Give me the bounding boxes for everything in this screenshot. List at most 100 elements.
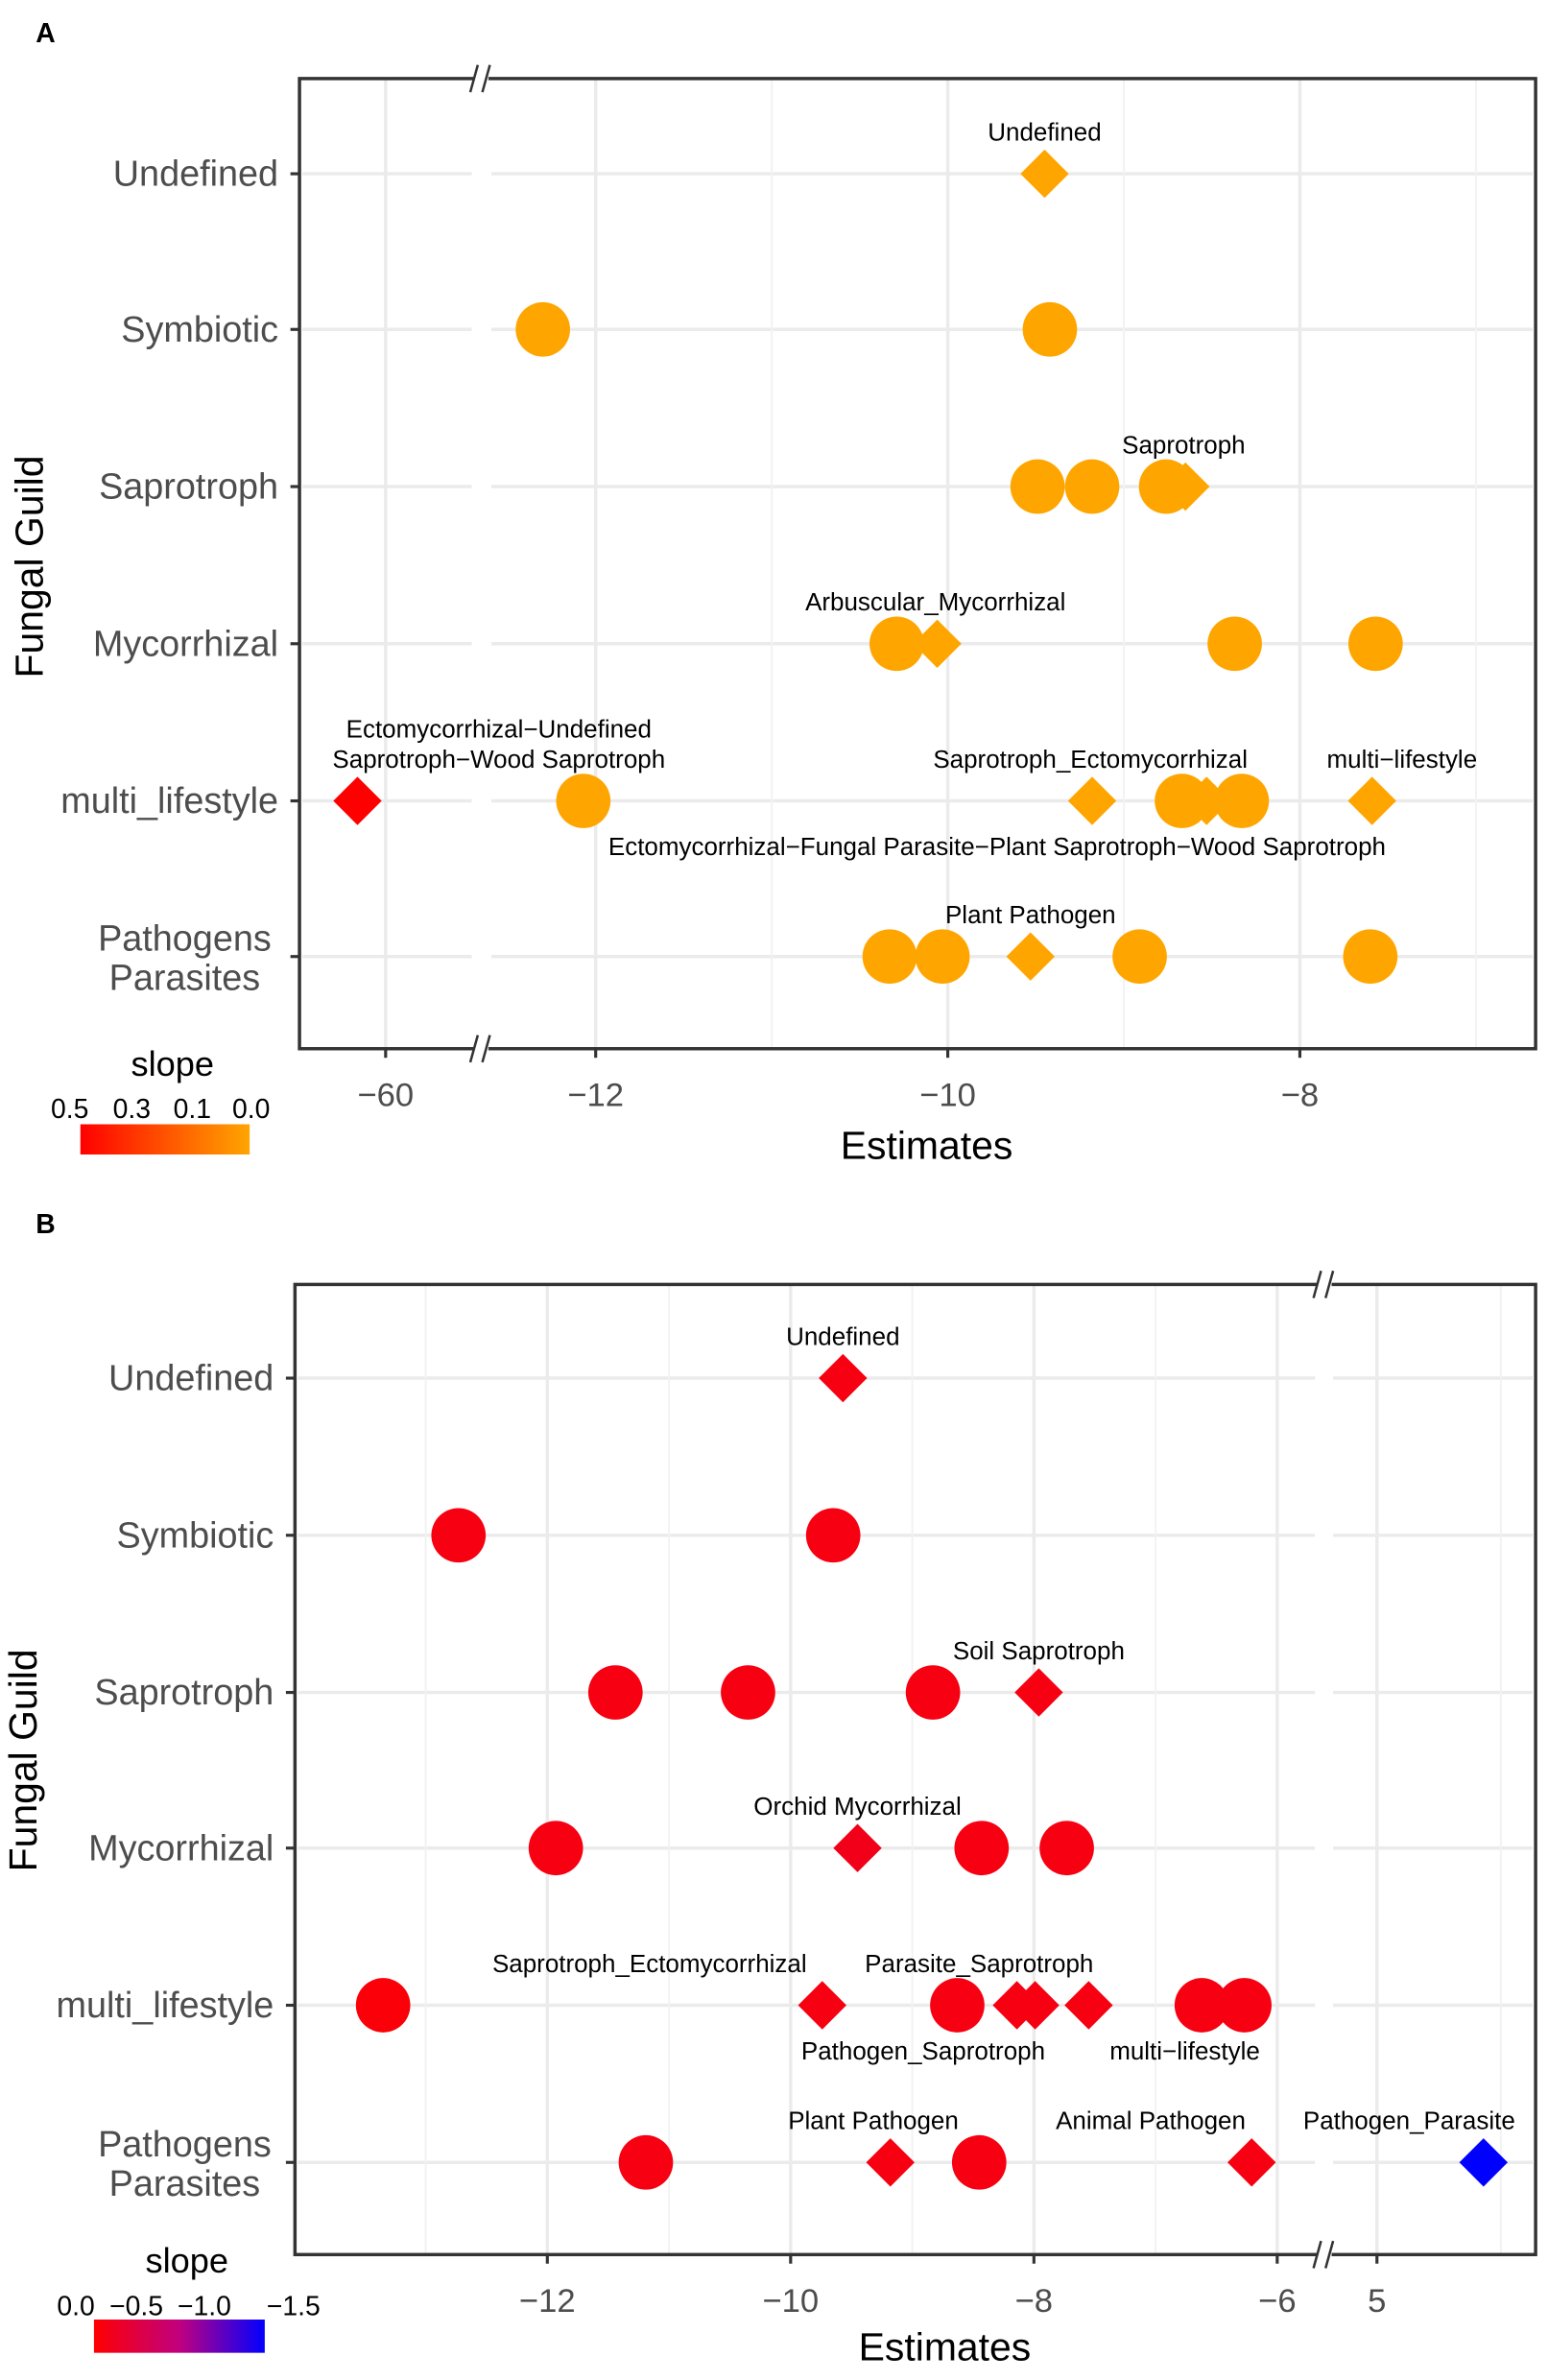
data-point-diamond	[1006, 932, 1055, 981]
data-point-circle	[1010, 459, 1065, 514]
data-point-circle	[431, 1508, 487, 1563]
data-point-circle	[1112, 929, 1167, 985]
y-tick-label: Undefined	[108, 1359, 274, 1399]
legend-label: 0.3	[113, 1094, 151, 1125]
axis-break-icon	[468, 1035, 491, 1063]
data-point-diamond	[866, 2138, 915, 2187]
legend-title: slope	[145, 2241, 228, 2280]
data-point-circle	[954, 1821, 1010, 1876]
data-point-circle	[862, 929, 917, 985]
data-point-circle	[721, 1665, 775, 1720]
data-point-circle	[905, 1665, 961, 1720]
point-annotation: Pathogen_Parasite	[1303, 2106, 1515, 2135]
axis-break-gap	[473, 74, 488, 83]
y-tick-label: Parasites	[109, 2164, 260, 2204]
point-annotation: multi−lifestyle	[1327, 745, 1478, 774]
data-point-diamond	[1064, 1981, 1113, 2030]
point-annotation: Saprotroph	[1122, 430, 1245, 459]
data-point-circle	[1207, 616, 1262, 672]
panel-b: B −12 −10 −8 −6 5 Undefined Symbiotic Saprotroph…	[1, 1209, 1537, 2369]
y-tick-label: Pathogens	[98, 918, 272, 959]
data-point-circle	[355, 1978, 411, 2033]
legend-colorbar	[93, 2320, 265, 2353]
axis-break-icon	[468, 64, 491, 93]
y-tick-label: multi_lifestyle	[60, 781, 278, 821]
x-tick-label: −12	[519, 2283, 576, 2320]
plot-border	[293, 1282, 1537, 2257]
data-point-diamond	[333, 776, 382, 825]
point-annotation: Saprotroph_Ectomycorrhizal	[933, 745, 1248, 774]
x-tick-label: −10	[762, 2283, 819, 2320]
panel-label: A	[36, 18, 55, 49]
data-point-circle	[1022, 301, 1078, 357]
y-tick-label: Saprotroph	[94, 1673, 274, 1713]
data-point-circle	[1217, 1978, 1272, 2033]
point-annotation: Saprotroph_Ectomycorrhizal	[492, 1949, 807, 1978]
data-point-diamond	[1067, 776, 1117, 825]
legend-label: −0.5	[109, 2291, 163, 2321]
data-point-circle	[515, 301, 571, 357]
data-point-circle	[930, 1978, 985, 2033]
data-point-circle	[951, 2134, 1007, 2190]
axis-break-icon	[1312, 2240, 1335, 2269]
data-point-circle	[587, 1665, 643, 1720]
point-annotation: Animal Pathogen	[1056, 2106, 1246, 2135]
data-point-diamond	[1227, 2138, 1276, 2187]
axis-break-gap	[1316, 2249, 1332, 2260]
axis-break-gap	[1316, 1279, 1332, 1290]
point-annotation: Plant Pathogen	[945, 900, 1116, 929]
x-axis-title: Estimates	[859, 2325, 1032, 2369]
data-point-diamond	[819, 1353, 868, 1403]
data-point-circle	[915, 929, 970, 985]
legend-label: −1.0	[178, 2291, 231, 2321]
point-annotation: Ectomycorrhizal−Fungal Parasite−Plant Sa…	[608, 832, 1386, 861]
data-point-diamond	[833, 1823, 882, 1872]
legend-label: 0.0	[232, 1094, 270, 1125]
data-point-circle	[1174, 1978, 1229, 2033]
legend-title: slope	[131, 1044, 215, 1083]
data-point-circle	[528, 1821, 583, 1876]
y-axis-title: Fungal Guild	[7, 455, 51, 678]
point-annotation: Saprotroph−Wood Saprotroph	[332, 745, 665, 774]
data-point-circle	[1155, 774, 1209, 828]
data-point-circle	[618, 2134, 674, 2190]
point-annotation: Undefined	[786, 1321, 899, 1350]
data-point-circle	[1214, 774, 1270, 828]
y-tick-label: Parasites	[109, 958, 260, 998]
x-tick-label: −8	[1015, 2283, 1053, 2320]
point-annotation: Undefined	[988, 117, 1101, 146]
data-point-circle	[1064, 459, 1120, 514]
data-point-circle	[556, 774, 611, 828]
axis-break-icon	[1312, 1270, 1335, 1298]
panel-label: B	[36, 1209, 55, 1240]
data-point-diamond	[1347, 776, 1396, 825]
legend-label: 0.1	[174, 1094, 211, 1125]
x-tick-label: 5	[1368, 2283, 1386, 2320]
point-annotation: Orchid Mycorrhizal	[753, 1792, 961, 1821]
point-annotation: Pathogen_Saprotroph	[801, 2036, 1045, 2065]
x-tick-label: −12	[567, 1078, 624, 1114]
data-point-circle	[1343, 929, 1398, 985]
axis-break-gap	[473, 1044, 488, 1054]
y-tick-label: Symbiotic	[117, 1515, 274, 1556]
y-tick-label: Mycorrhizal	[88, 1828, 274, 1868]
x-tick-label: −6	[1258, 2283, 1296, 2320]
data-point-circle	[1347, 616, 1403, 672]
point-annotation: Plant Pathogen	[788, 2106, 959, 2135]
y-tick-label: Symbiotic	[121, 310, 278, 350]
point-annotation: Soil Saprotroph	[953, 1636, 1125, 1665]
data-point-circle	[805, 1508, 861, 1563]
legend-label: 0.0	[57, 2291, 94, 2321]
x-tick-label: −60	[357, 1078, 414, 1114]
y-tick-label: Mycorrhizal	[93, 624, 278, 664]
x-tick-label: −8	[1281, 1078, 1319, 1114]
y-tick-label: Saprotroph	[99, 467, 278, 508]
panel-a: A −60 −12 −10 −8 Undefined Symbiotic Saprotroph…	[7, 18, 1537, 1168]
point-annotation: Parasite_Saprotroph	[865, 1949, 1093, 1978]
data-point-diamond	[798, 1981, 846, 2030]
data-point-diamond	[913, 619, 962, 668]
point-annotation: Ectomycorrhizal−Undefined	[346, 714, 652, 743]
y-tick-label: Pathogens	[98, 2125, 272, 2165]
x-tick-label: −10	[919, 1078, 976, 1114]
